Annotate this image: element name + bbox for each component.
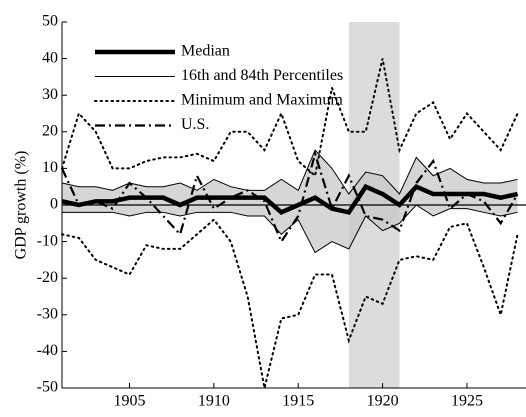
series-line-upper [61, 58, 519, 178]
y-tick-label: -30 [37, 305, 58, 322]
x-tick-label: 1925 [451, 393, 483, 410]
percentile-band [62, 150, 518, 253]
x-tick-label: 1920 [367, 393, 399, 410]
series-line-upper [61, 149, 518, 195]
y-tick-label: 20 [42, 122, 58, 139]
y-tick-label: 50 [42, 13, 58, 30]
y-tick-label: -20 [37, 269, 58, 286]
legend-label: Minimum and Maximum [181, 92, 343, 109]
legend-label: 16th and 84th Percentiles [181, 67, 343, 84]
legend-label: U.S. [181, 116, 209, 133]
y-tick-label: 30 [42, 86, 58, 103]
y-tick-label: 40 [42, 49, 58, 66]
y-axis-label: GDP growth (%) [13, 151, 30, 260]
legend-label: Median [181, 43, 230, 60]
x-tick-label: 1910 [198, 393, 230, 410]
series-line [61, 149, 519, 244]
x-tick-label: 1905 [113, 393, 145, 410]
y-tick-label: -10 [37, 232, 58, 249]
y-tick-label: 0 [50, 196, 58, 213]
y-tick-label: 10 [42, 159, 58, 176]
x-tick-label: 1915 [282, 393, 314, 410]
y-tick-label: -50 [37, 379, 58, 396]
series-line-lower [61, 218, 519, 389]
series-line [61, 183, 519, 215]
y-tick-label: -40 [37, 342, 58, 359]
